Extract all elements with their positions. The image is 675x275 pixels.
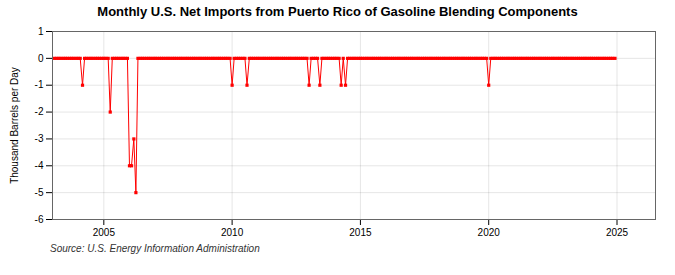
svg-text:-4: -4	[35, 160, 44, 171]
svg-text:Thousand Barrels per Day: Thousand Barrels per Day	[9, 67, 20, 184]
svg-text:2010: 2010	[221, 227, 244, 238]
svg-text:1: 1	[38, 26, 44, 37]
svg-text:-2: -2	[35, 106, 44, 117]
svg-text:2015: 2015	[349, 227, 372, 238]
svg-text:2005: 2005	[93, 227, 116, 238]
svg-text:2020: 2020	[478, 227, 501, 238]
html-text:Source: U.S. Energy Informatio: Source: U.S. Energy Information Administ…	[50, 243, 260, 254]
svg-text:-1: -1	[35, 79, 44, 90]
svg-text:-6: -6	[35, 214, 44, 225]
svg-text:-5: -5	[35, 187, 44, 198]
svg-text:0: 0	[38, 53, 44, 64]
svg-text:2025: 2025	[606, 227, 629, 238]
html-text:Monthly U.S. Net Imports from: Monthly U.S. Net Imports from Puerto Ric…	[97, 4, 578, 19]
svg-text:-3: -3	[35, 133, 44, 144]
